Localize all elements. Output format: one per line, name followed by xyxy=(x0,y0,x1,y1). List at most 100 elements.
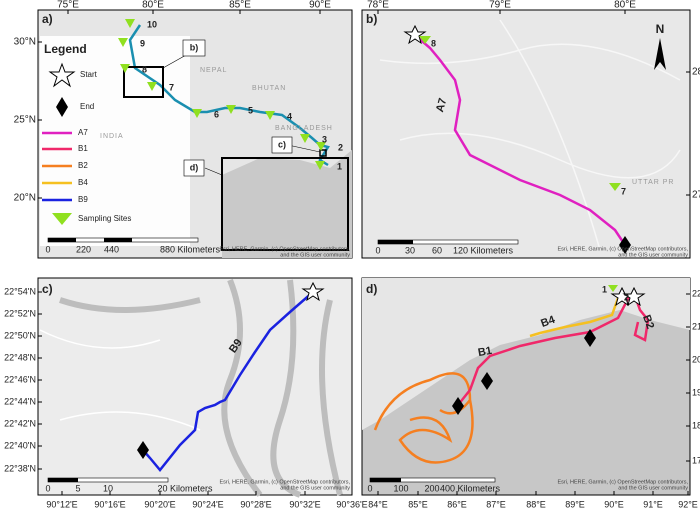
scale-label: 100 xyxy=(393,483,408,493)
scale-label: 0 xyxy=(375,245,380,255)
tick-label: 90°36'E xyxy=(336,499,367,509)
place-label: UTTAR PR xyxy=(632,179,674,186)
panel-a xyxy=(37,9,353,259)
site-marker xyxy=(315,161,325,170)
track-label: B4 xyxy=(539,314,557,330)
scale-label: 440 xyxy=(104,244,119,254)
track-b2 xyxy=(373,372,474,464)
attribution: Esri, HERE, Garmin, (c) OpenStreetMap co… xyxy=(219,246,350,252)
track-b1 xyxy=(457,294,632,406)
place-label: INDIA xyxy=(100,133,124,140)
scale-label: 60 xyxy=(432,245,442,255)
track-b9 xyxy=(142,291,314,472)
tick-label: 19°N xyxy=(692,387,700,397)
site-marker xyxy=(147,82,157,91)
tick-label: 18°N xyxy=(692,420,700,430)
tick-label: 20°N xyxy=(692,354,700,364)
tick-label: 20°N xyxy=(14,193,36,204)
scale-label: 880 Kilometers xyxy=(160,244,221,254)
tick-label: 78°E xyxy=(367,0,389,11)
legend-item: Start xyxy=(80,70,98,79)
site-label: 7 xyxy=(169,82,174,92)
site-label: 5 xyxy=(248,105,253,115)
tick-label: 21°N xyxy=(692,321,700,331)
tick-label: 22°52'N xyxy=(4,308,36,318)
tick-label: 22°40'N xyxy=(4,440,36,450)
scale-label: 0 xyxy=(367,483,372,493)
site-label: 6 xyxy=(214,109,219,119)
tick-label: 90°28'E xyxy=(240,499,271,509)
track-label: A7 xyxy=(434,97,449,114)
site-label: 2 xyxy=(624,292,629,302)
panel-b xyxy=(361,9,691,259)
site-label: 2 xyxy=(338,142,343,152)
tick-label: 90°12'E xyxy=(46,499,77,509)
site-marker xyxy=(226,105,236,114)
site-label: 4 xyxy=(287,111,292,121)
legend-item: B1 xyxy=(78,144,88,153)
tick-label: 22°38'N xyxy=(4,463,36,473)
tick-label: 90°24'E xyxy=(192,499,223,509)
panel-label: b) xyxy=(366,12,377,26)
panel-label: c) xyxy=(42,282,53,296)
scale-label: 30 xyxy=(405,245,415,255)
tick-label: 90°32'E xyxy=(289,499,320,509)
tick-label: 25°N xyxy=(14,115,36,126)
legend-item: B4 xyxy=(78,178,88,187)
scale-label: 20 Kilometers xyxy=(157,483,213,493)
scale-label: 5 xyxy=(75,483,80,493)
tick-label: 28°N xyxy=(692,67,700,78)
tick-label: 22°50'N xyxy=(4,330,36,340)
attribution: and the GIS user community xyxy=(280,252,350,258)
tick-label: 92°E xyxy=(678,499,698,509)
tick-label: 27°N xyxy=(692,190,700,201)
site-marker xyxy=(300,134,310,143)
site-marker xyxy=(316,142,326,151)
tick-label: 90°16'E xyxy=(94,499,125,509)
tick-label: 90°E xyxy=(604,499,624,509)
site-label: 3 xyxy=(322,134,327,144)
sea xyxy=(222,150,352,258)
panel-c xyxy=(37,277,353,498)
tick-label: 79°E xyxy=(489,0,511,11)
attribution: and the GIS user community xyxy=(618,485,688,491)
tick-label: 30°N xyxy=(14,37,36,48)
site-marker xyxy=(265,111,275,120)
scale-label: 200 xyxy=(424,483,439,493)
place-label: NEPAL xyxy=(200,67,227,74)
track-a7 xyxy=(414,34,627,246)
attribution: Esri, HERE, Garmin, (c) OpenStreetMap co… xyxy=(557,479,688,485)
tick-label: 85°E xyxy=(408,499,428,509)
track-b4 xyxy=(529,297,620,338)
panel-label: a) xyxy=(42,12,53,26)
tick-label: 91°E xyxy=(643,499,663,509)
scale-label: 0 xyxy=(45,244,50,254)
inset-label: c) xyxy=(278,139,286,149)
tick-label: 22°54'N xyxy=(4,286,36,296)
tick-label: 80°E xyxy=(142,0,164,11)
tick-label: 90°E xyxy=(309,0,331,11)
tick-label: 17°N xyxy=(692,455,700,465)
attribution: Esri, HERE, Garmin, (c) OpenStreetMap co… xyxy=(219,479,350,485)
tick-label: 22°48'N xyxy=(4,352,36,362)
site-marker xyxy=(120,64,130,73)
attribution: and the GIS user community xyxy=(618,252,688,258)
north-label: N xyxy=(656,22,665,36)
site-label: 8 xyxy=(142,64,147,74)
tick-label: 89°E xyxy=(565,499,585,509)
place-label: BANGLADESH xyxy=(275,125,333,132)
panel-d xyxy=(361,277,691,496)
legend-item: End xyxy=(80,102,94,111)
legend-item: B9 xyxy=(78,195,88,204)
tick-label: 22°42'N xyxy=(4,418,36,428)
site-marker xyxy=(118,38,128,47)
inset-label: b) xyxy=(190,42,199,52)
tick-label: 90°20'E xyxy=(144,499,175,509)
panel-label: d) xyxy=(366,282,377,296)
track-label: B2 xyxy=(640,313,656,330)
legend-title: Legend xyxy=(44,42,87,56)
tick-label: 87°E xyxy=(486,499,506,509)
site-label: 9 xyxy=(140,38,145,48)
site-label: 8 xyxy=(431,38,436,48)
